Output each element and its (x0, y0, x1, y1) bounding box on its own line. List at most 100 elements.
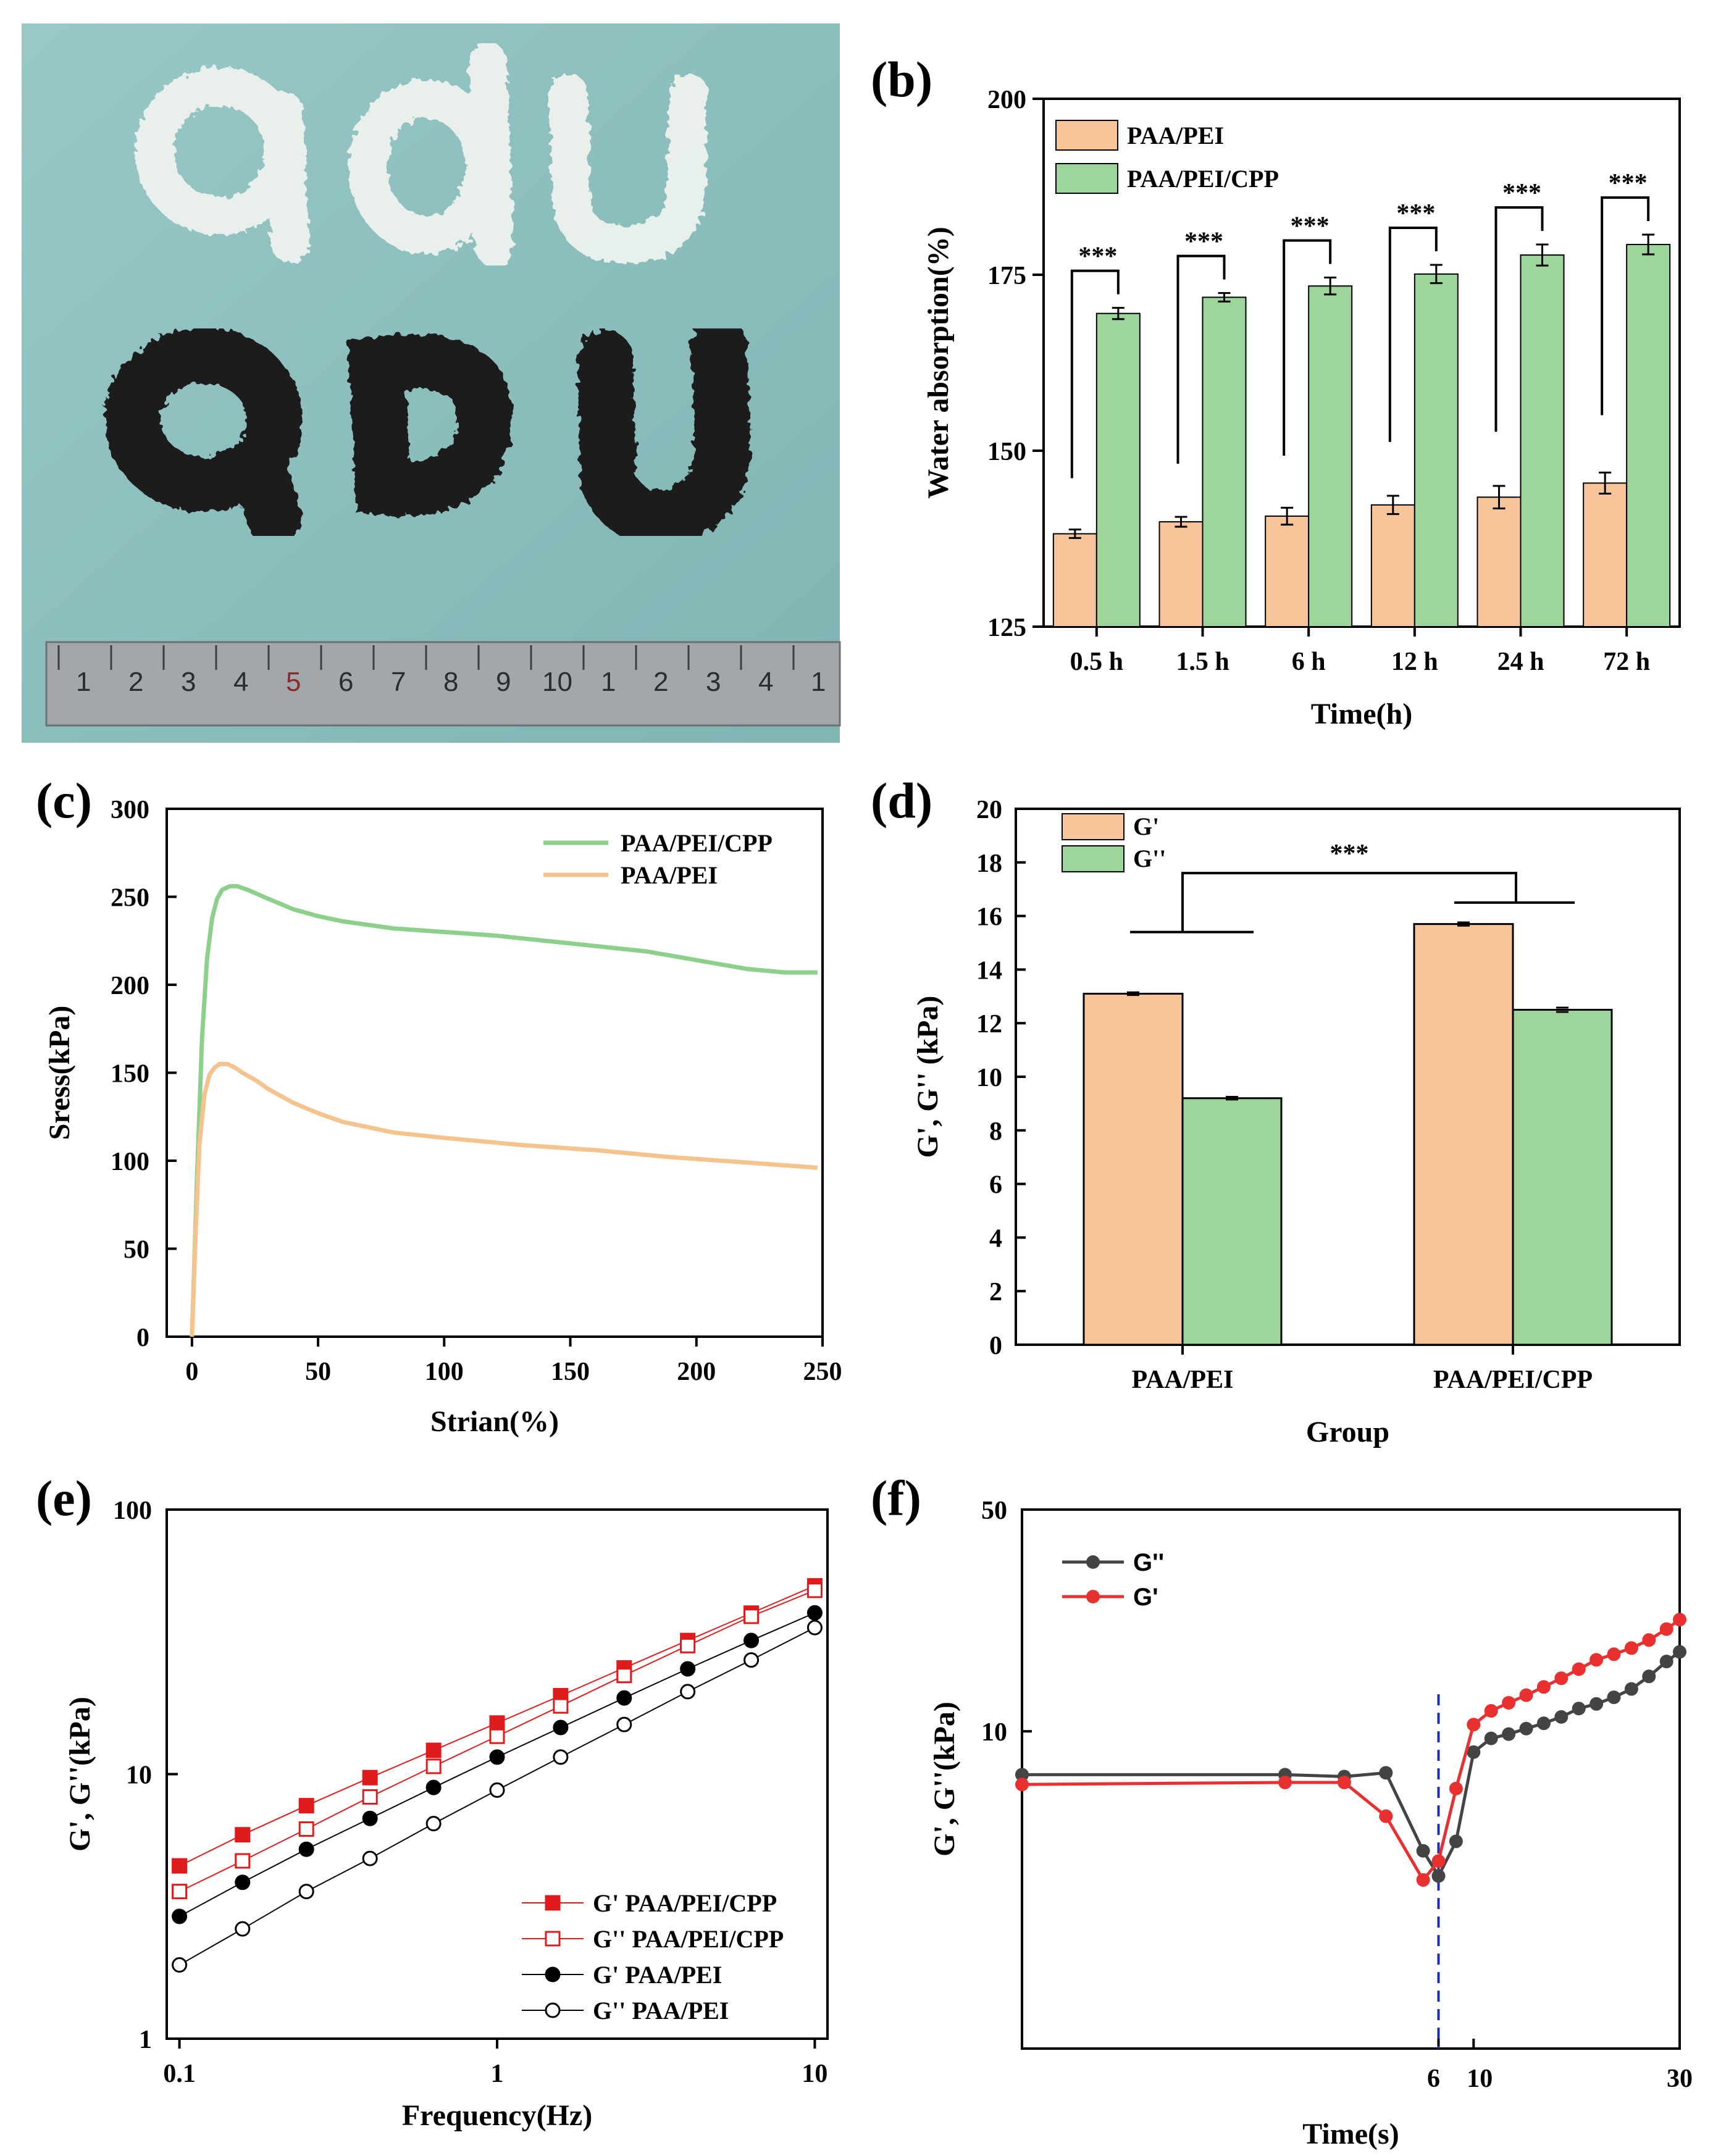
data-point (172, 1884, 188, 1900)
data-point (743, 1652, 760, 1668)
bar (1583, 482, 1628, 627)
x-tick-label: 0.5 h (1070, 648, 1123, 676)
data-point (1502, 1727, 1516, 1741)
y-axis-title: G', G''(kPa) (928, 1702, 961, 1857)
data-point (1536, 1680, 1551, 1694)
legend-marker (1086, 1590, 1100, 1603)
significance-bracket (1181, 872, 1517, 932)
legend-label: G'' PAA/PEI/CPP (593, 1925, 784, 1953)
data-point (172, 1957, 188, 1973)
y-tick-label: 50 (124, 1236, 149, 1264)
x-tick-label: 200 (677, 1358, 716, 1386)
data-point (489, 1749, 505, 1765)
data-point (1484, 1731, 1498, 1745)
panel-label-b: (b) (871, 51, 933, 107)
data-point (1379, 1809, 1393, 1823)
y-tick-label: 8 (989, 1118, 1002, 1146)
data-point (1642, 1669, 1656, 1684)
legend-label: G' PAA/PEI/CPP (593, 1889, 777, 1917)
legend-label: PAA/PEI/CPP (1127, 165, 1279, 193)
y-tick-label: 150 (111, 1060, 149, 1088)
ruler-number: 2 (653, 667, 669, 697)
y-tick-label: 0 (989, 1332, 1002, 1360)
data-point (545, 2002, 561, 2018)
bar (1181, 1097, 1283, 1346)
significance-bracket (1070, 269, 1120, 478)
legend-label: PAA/PEI (1127, 122, 1224, 149)
data-point (545, 1931, 561, 1947)
ruler-number: 1 (601, 667, 616, 697)
data-point (1659, 1622, 1673, 1636)
y-axis-title: G', G''(kPa) (64, 1697, 96, 1852)
legend-label: G'' (1133, 845, 1166, 872)
y-tick-label: 300 (111, 796, 149, 824)
data-point (298, 1884, 314, 1900)
data-point (172, 1908, 188, 1924)
data-point (680, 1637, 696, 1653)
y-tick-label: 10 (976, 1064, 1002, 1092)
x-tick-label: PAA/PEI/CPP (1433, 1366, 1593, 1394)
significance-bracket (1601, 196, 1650, 416)
x-tick-label: 0 (185, 1358, 198, 1386)
data-point (1673, 1613, 1686, 1627)
ruler-number: 6 (338, 667, 354, 697)
data-point (1519, 1688, 1533, 1702)
data-point (362, 1770, 378, 1786)
bar (1520, 254, 1565, 627)
legend-label: G' (1133, 813, 1159, 840)
data-point (235, 1853, 251, 1869)
data-point (1449, 1834, 1463, 1849)
data-point (1416, 1844, 1430, 1858)
data-point (1467, 1745, 1481, 1759)
x-axis-title: Group (1306, 1416, 1389, 1448)
y-tick-label: 0 (136, 1324, 149, 1352)
significance-bracket (1176, 254, 1226, 464)
bar (1414, 273, 1459, 627)
data-point (1607, 1690, 1621, 1705)
data-point (1449, 1781, 1463, 1795)
y-tick-label: 1 (139, 2026, 152, 2054)
y-tick-label: 18 (976, 850, 1002, 878)
data-point (425, 1758, 442, 1774)
data-point (1536, 1716, 1551, 1731)
legend-label: G'' PAA/PEI (593, 1997, 729, 2024)
data-point (1467, 1718, 1481, 1732)
ruler-number: 4 (233, 667, 249, 697)
ruler-number: 1 (76, 667, 91, 697)
bar (1626, 243, 1671, 628)
y-tick-label: 250 (111, 884, 149, 913)
y-tick-label: 10 (981, 1718, 1007, 1747)
data-point (1015, 1768, 1029, 1782)
legend-marker (1086, 1555, 1100, 1569)
ruler-number: 2 (128, 667, 144, 697)
data-point (1015, 1778, 1029, 1792)
x-axis-title: Time(h) (1311, 698, 1412, 730)
significance-mark: *** (1330, 840, 1369, 868)
x-tick-label: 1.5 h (1176, 648, 1229, 676)
data-point (553, 1749, 569, 1765)
y-axis-title: G', G'' (kPa) (911, 996, 944, 1158)
plot-frame (1021, 1508, 1681, 2050)
y-tick-label: 20 (976, 796, 1002, 824)
data-point (1572, 1662, 1586, 1676)
series-line (190, 1061, 818, 1337)
data-point (489, 1782, 505, 1798)
x-tick-label: 10 (1467, 2065, 1493, 2093)
ruler-number: 7 (391, 667, 406, 697)
y-tick-label: 50 (981, 1497, 1007, 1525)
data-point (362, 1810, 378, 1826)
panel-label-c: (c) (36, 772, 93, 829)
bar (1370, 504, 1415, 628)
data-point (298, 1821, 314, 1837)
significance-bracket (1494, 206, 1544, 432)
x-tick-label: 100 (425, 1358, 464, 1386)
data-point (1554, 1671, 1569, 1686)
data-point (616, 1668, 632, 1684)
y-tick-label: 6 (989, 1171, 1002, 1200)
ruler-number: 10 (542, 667, 572, 697)
series-line (190, 884, 818, 1337)
bar (1413, 923, 1514, 1346)
y-tick-label: 150 (987, 438, 1026, 466)
